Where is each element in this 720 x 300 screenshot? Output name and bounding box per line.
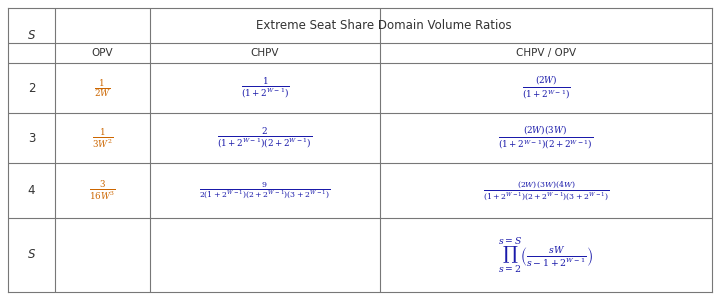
Text: 2: 2	[28, 82, 35, 94]
Text: S: S	[28, 29, 35, 42]
Text: $\frac{1}{(1+2^{W-1})}$: $\frac{1}{(1+2^{W-1})}$	[240, 76, 289, 100]
Text: $\prod_{s=2}^{s=S}\left(\frac{sW}{s-1+2^{W-1}}\right)$: $\prod_{s=2}^{s=S}\left(\frac{sW}{s-1+2^…	[498, 235, 593, 275]
Text: CHPV / OPV: CHPV / OPV	[516, 48, 576, 58]
Text: $\frac{9}{2(1+2^{W-1})(2+2^{W-1})(3+2^{W-1})}$: $\frac{9}{2(1+2^{W-1})(2+2^{W-1})(3+2^{W…	[199, 180, 330, 201]
Text: 3: 3	[28, 131, 35, 145]
Text: OPV: OPV	[91, 48, 113, 58]
Text: $\frac{(2W)(3W)}{(1+2^{W-1})(2+2^{W-1})}$: $\frac{(2W)(3W)}{(1+2^{W-1})(2+2^{W-1})}…	[498, 125, 593, 151]
Text: $\frac{2}{(1+2^{W-1})(2+2^{W-1})}$: $\frac{2}{(1+2^{W-1})(2+2^{W-1})}$	[217, 126, 312, 150]
Text: $\frac{1}{3W^2}$: $\frac{1}{3W^2}$	[92, 126, 113, 150]
Text: 4: 4	[28, 184, 35, 197]
Text: Extreme Seat Share Domain Volume Ratios: Extreme Seat Share Domain Volume Ratios	[256, 19, 511, 32]
Text: CHPV: CHPV	[251, 48, 279, 58]
Text: $\frac{1}{2W}$: $\frac{1}{2W}$	[94, 77, 111, 99]
Text: $\frac{(2W)}{(1+2^{W-1})}$: $\frac{(2W)}{(1+2^{W-1})}$	[522, 75, 570, 101]
Text: S: S	[28, 248, 35, 262]
Text: $\frac{3}{16W^3}$: $\frac{3}{16W^3}$	[89, 179, 116, 202]
Text: $\frac{(2W)(3W)(4W)}{(1+2^{W-1})(2+2^{W-1})(3+2^{W-1})}$: $\frac{(2W)(3W)(4W)}{(1+2^{W-1})(2+2^{W-…	[483, 179, 609, 202]
